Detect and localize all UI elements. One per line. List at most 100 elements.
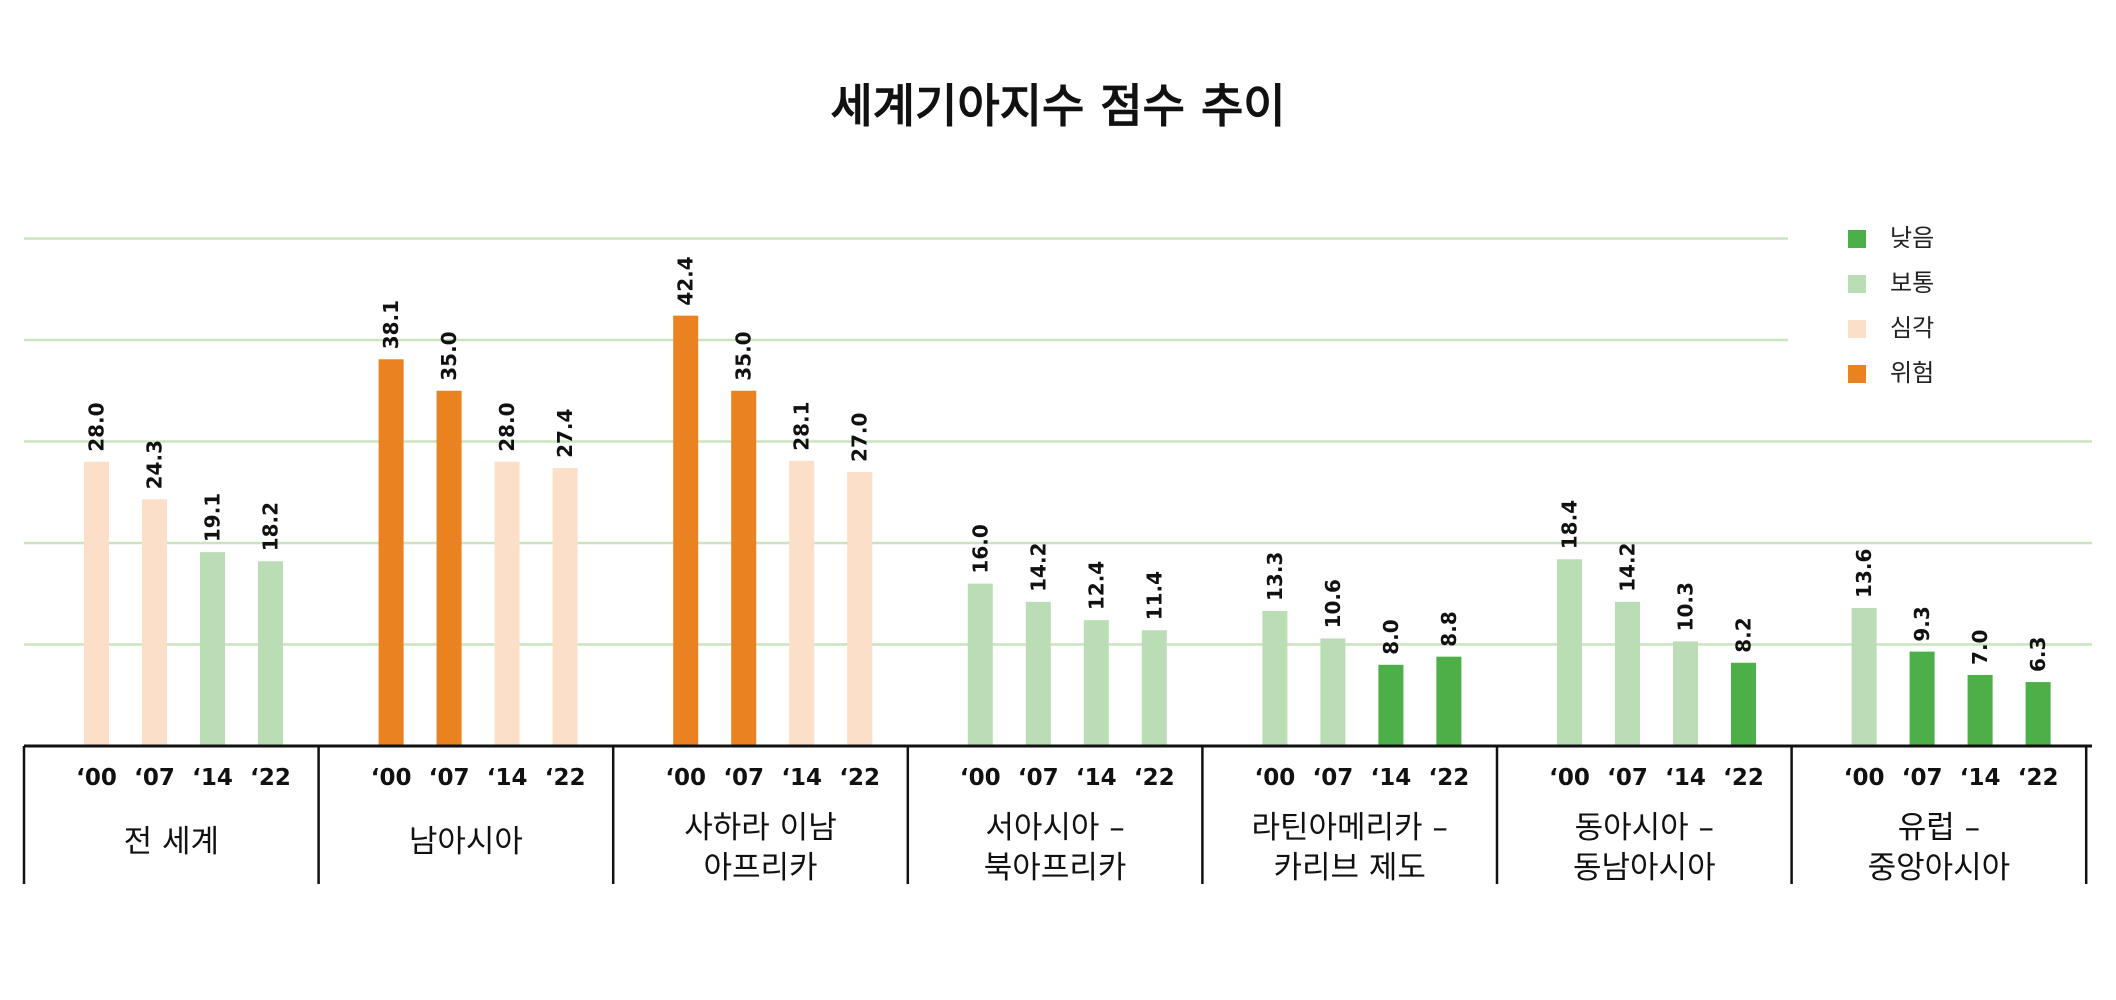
- value-label: 10.3: [1674, 582, 1698, 631]
- value-label: 9.3: [1910, 606, 1934, 641]
- year-tick-label: ‘00: [1255, 765, 1296, 791]
- bar: [84, 461, 109, 746]
- value-label: 12.4: [1084, 561, 1108, 610]
- value-label: 24.3: [143, 440, 167, 489]
- bar: [1731, 662, 1756, 746]
- year-tick-label: ‘14: [1371, 765, 1412, 791]
- value-label: 8.2: [1732, 617, 1756, 652]
- year-tick-label: ‘07: [134, 765, 175, 791]
- legend-label: 보통: [1890, 269, 1934, 297]
- bar: [2025, 682, 2051, 746]
- bar: [494, 461, 520, 746]
- value-label: 13.6: [1852, 549, 1876, 598]
- group-label: 라틴아메리카 –: [1251, 810, 1447, 846]
- year-tick-label: ‘00: [960, 765, 1001, 791]
- value-label: 27.4: [553, 409, 577, 458]
- value-label: 28.0: [495, 402, 519, 451]
- bar: [1967, 674, 1993, 746]
- year-tick-label: ‘22: [545, 765, 586, 791]
- year-tick-label: ‘22: [1429, 765, 1470, 791]
- group-label: 동남아시아: [1573, 850, 1716, 886]
- value-label: 27.0: [848, 413, 872, 462]
- value-label: 8.0: [1379, 619, 1403, 654]
- group-label: 중앙아시아: [1868, 850, 2011, 886]
- chart-title: 세계기아지수 점수 추이: [830, 79, 1285, 133]
- legend-swatch: [1848, 320, 1866, 338]
- bar: [847, 471, 873, 746]
- year-tick-label: ‘00: [1844, 765, 1885, 791]
- year-tick-label: ‘14: [487, 765, 528, 791]
- bar: [1378, 664, 1404, 746]
- value-label: 14.2: [1026, 543, 1050, 592]
- bar: [378, 359, 404, 746]
- bar: [142, 499, 167, 746]
- bar: [789, 460, 815, 746]
- gridlines: [24, 237, 2092, 646]
- value-label: 7.0: [1968, 630, 1992, 665]
- bar: [1262, 611, 1288, 746]
- bar: [1673, 641, 1698, 746]
- value-label: 18.4: [1558, 500, 1582, 549]
- year-tick-label: ‘14: [192, 765, 233, 791]
- group-label: 카리브 제도: [1273, 850, 1425, 886]
- value-label: 42.4: [674, 256, 698, 305]
- bar: [200, 552, 225, 746]
- legend-swatch: [1848, 230, 1866, 248]
- bar: [1025, 601, 1051, 746]
- year-tick-label: ‘14: [1665, 765, 1706, 791]
- group-label: 사하라 이남: [684, 810, 836, 846]
- legend-swatch: [1848, 365, 1866, 383]
- year-tick-label: ‘07: [1018, 765, 1059, 791]
- bar: [1557, 559, 1582, 746]
- legend-label: 위험: [1890, 359, 1934, 387]
- year-tick-label: ‘22: [1723, 765, 1764, 791]
- legend-swatch: [1848, 275, 1866, 293]
- year-tick-label: ‘07: [1313, 765, 1354, 791]
- value-label: 35.0: [437, 331, 461, 380]
- value-label: 35.0: [732, 331, 756, 380]
- year-tick-label: ‘07: [1902, 765, 1943, 791]
- value-label: 8.8: [1437, 611, 1461, 646]
- year-tick-label: ‘14: [1960, 765, 2001, 791]
- value-label: 19.1: [201, 493, 225, 542]
- year-tick-label: ‘22: [839, 765, 880, 791]
- bar: [1083, 620, 1109, 746]
- year-tick-label: ‘22: [2018, 765, 2059, 791]
- group-label: 전 세계: [124, 824, 219, 860]
- bar: [673, 315, 699, 746]
- year-tick-label: ‘07: [723, 765, 764, 791]
- year-tick-label: ‘07: [429, 765, 470, 791]
- year-tick-label: ‘07: [1607, 765, 1648, 791]
- group-label: 서아시아 –: [985, 810, 1124, 846]
- year-tick-label: ‘22: [1134, 765, 1175, 791]
- value-label: 14.2: [1616, 543, 1640, 592]
- year-tick-label: ‘00: [371, 765, 412, 791]
- value-label: 18.2: [259, 502, 283, 551]
- x-axis: ‘00 ‘07 ‘14 ‘22 전 세계 ‘00 ‘07 ‘14 ‘22 남아시아 ‘00 ‘07 ‘1…: [22, 744, 2092, 886]
- year-tick-label: ‘00: [1549, 765, 1590, 791]
- value-label: 28.1: [790, 401, 814, 450]
- bar: [1320, 638, 1346, 746]
- bar: [1141, 630, 1167, 746]
- value-label: 38.1: [379, 300, 403, 349]
- legend-label: 심각: [1890, 314, 1934, 342]
- value-label: 13.3: [1263, 552, 1287, 601]
- bar: [258, 561, 283, 746]
- bar: [1615, 601, 1640, 746]
- year-tick-label: ‘00: [76, 765, 117, 791]
- year-tick-label: ‘14: [781, 765, 822, 791]
- bars: 28.0 24.3 19.1 18.2 38.1 35.0 28.0 27.4 42.4 35.0…: [84, 256, 2051, 746]
- bar: [436, 390, 462, 746]
- bar: [967, 583, 993, 746]
- bar: [731, 390, 757, 746]
- year-tick-label: ‘14: [1076, 765, 1117, 791]
- legend-label: 낮음: [1890, 224, 1934, 252]
- value-label: 28.0: [85, 402, 109, 451]
- group-label: 동아시아 –: [1575, 810, 1714, 846]
- group-label: 유럽 –: [1898, 810, 1980, 846]
- value-label: 6.3: [2026, 637, 2050, 672]
- group-label: 북아프리카: [984, 850, 1127, 886]
- bar: [552, 467, 578, 746]
- year-tick-label: ‘00: [665, 765, 706, 791]
